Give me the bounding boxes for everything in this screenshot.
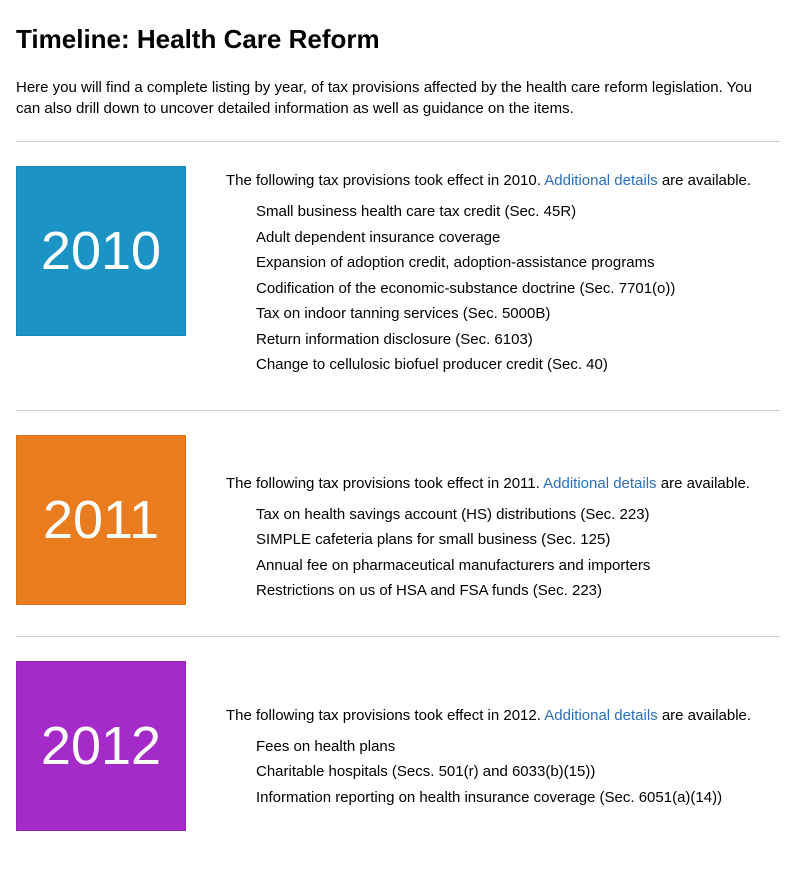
year-section-2011: 2011 The following tax provisions took ef… [16, 411, 780, 636]
intro-text: Here you will find a complete listing by… [16, 77, 780, 119]
provision-item: Codification of the economic-substance d… [256, 278, 780, 301]
lead-before: The following tax provisions took effect… [226, 707, 544, 724]
provision-item: Restrictions on us of HSA and FSA funds … [256, 580, 780, 603]
provision-item: Fees on health plans [256, 736, 780, 759]
year-lead-text: The following tax provisions took effect… [226, 707, 780, 724]
year-content: The following tax provisions took effect… [226, 661, 780, 813]
year-lead-text: The following tax provisions took effect… [226, 172, 780, 189]
year-label: 2012 [41, 715, 161, 777]
lead-after: are available. [658, 707, 751, 724]
provision-item: Small business health care tax credit (S… [256, 201, 780, 224]
provisions-list: Fees on health plansCharitable hospitals… [226, 736, 780, 810]
provision-item: Tax on health savings account (HS) distr… [256, 504, 780, 527]
provision-item: Tax on indoor tanning services (Sec. 500… [256, 303, 780, 326]
provision-item: SIMPLE cafeteria plans for small busines… [256, 529, 780, 552]
provision-item: Charitable hospitals (Secs. 501(r) and 6… [256, 761, 780, 784]
lead-before: The following tax provisions took effect… [226, 475, 543, 492]
provision-item: Adult dependent insurance coverage [256, 227, 780, 250]
additional-details-link[interactable]: Additional details [544, 172, 657, 189]
year-lead-text: The following tax provisions took effect… [226, 475, 780, 492]
year-label: 2011 [43, 489, 159, 551]
additional-details-link[interactable]: Additional details [543, 475, 656, 492]
provision-item: Information reporting on health insuranc… [256, 787, 780, 810]
year-tile-2011: 2011 [16, 435, 186, 605]
provision-item: Change to cellulosic biofuel producer cr… [256, 354, 780, 377]
year-content: The following tax provisions took effect… [226, 166, 780, 380]
additional-details-link[interactable]: Additional details [544, 707, 657, 724]
page-title: Timeline: Health Care Reform [16, 24, 780, 55]
year-content: The following tax provisions took effect… [226, 435, 780, 606]
year-label: 2010 [41, 220, 161, 282]
year-tile-2010: 2010 [16, 166, 186, 336]
lead-after: are available. [658, 172, 751, 189]
year-section-2012: 2012 The following tax provisions took ef… [16, 637, 780, 861]
year-section-2010: 2010 The following tax provisions took ef… [16, 142, 780, 410]
provisions-list: Tax on health savings account (HS) distr… [226, 504, 780, 603]
year-tile-2012: 2012 [16, 661, 186, 831]
provision-item: Annual fee on pharmaceutical manufacture… [256, 555, 780, 578]
provision-item: Expansion of adoption credit, adoption-a… [256, 252, 780, 275]
lead-after: are available. [657, 475, 750, 492]
lead-before: The following tax provisions took effect… [226, 172, 544, 189]
provisions-list: Small business health care tax credit (S… [226, 201, 780, 377]
provision-item: Return information disclosure (Sec. 6103… [256, 329, 780, 352]
